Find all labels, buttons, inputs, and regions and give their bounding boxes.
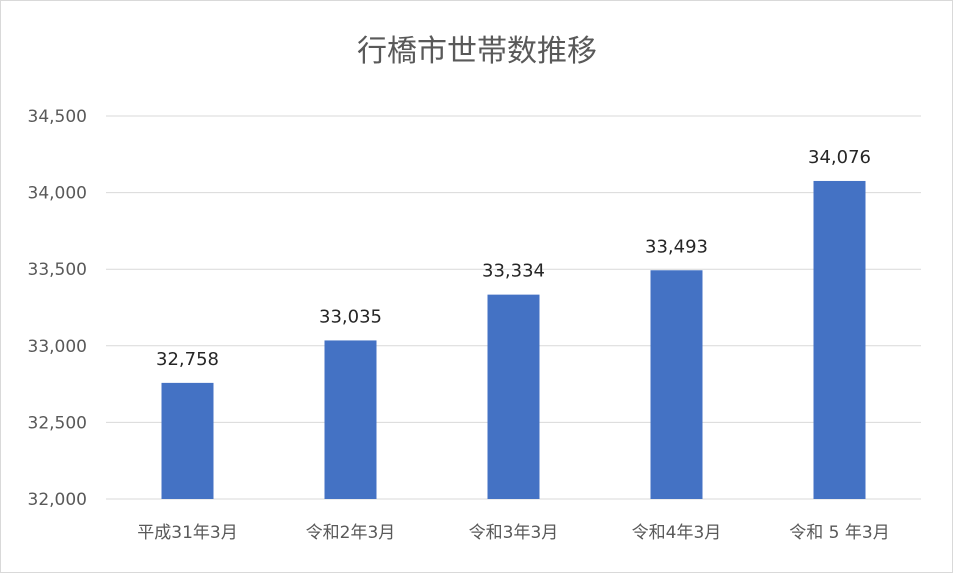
category-label: 平成31年3月	[137, 523, 237, 543]
x-axis-category-labels: 平成31年3月 令和2年3月 令和3年3月 令和4年3月 令和 5 年3月	[137, 523, 889, 543]
category-label: 令和 5 年3月	[789, 523, 889, 543]
y-axis-tick-labels: 32,000 32,500 33,000 33,500 34,000 34,500	[28, 107, 87, 510]
y-tick-label: 34,500	[28, 107, 87, 127]
bar	[324, 340, 377, 499]
bar	[161, 382, 214, 499]
data-label: 34,076	[808, 147, 871, 168]
category-label: 令和4年3月	[632, 523, 722, 543]
data-label: 32,758	[156, 349, 219, 370]
y-tick-label: 33,500	[28, 260, 87, 280]
y-tick-label: 32,500	[28, 413, 87, 433]
category-label: 令和2年3月	[306, 523, 396, 543]
bar	[650, 270, 703, 499]
chart-title: 行橋市世帯数推移	[357, 34, 597, 69]
y-tick-label: 34,000	[28, 184, 87, 204]
data-label: 33,493	[645, 236, 708, 257]
y-tick-label: 32,000	[28, 490, 87, 510]
y-tick-label: 33,000	[28, 337, 87, 357]
bar	[813, 180, 866, 500]
bars	[161, 180, 866, 500]
data-labels: 32,758 33,035 33,334 33,493 34,076	[156, 147, 871, 370]
bar	[487, 294, 540, 499]
data-label: 33,334	[482, 261, 545, 282]
category-label: 令和3年3月	[469, 523, 559, 543]
data-label: 33,035	[319, 306, 382, 327]
